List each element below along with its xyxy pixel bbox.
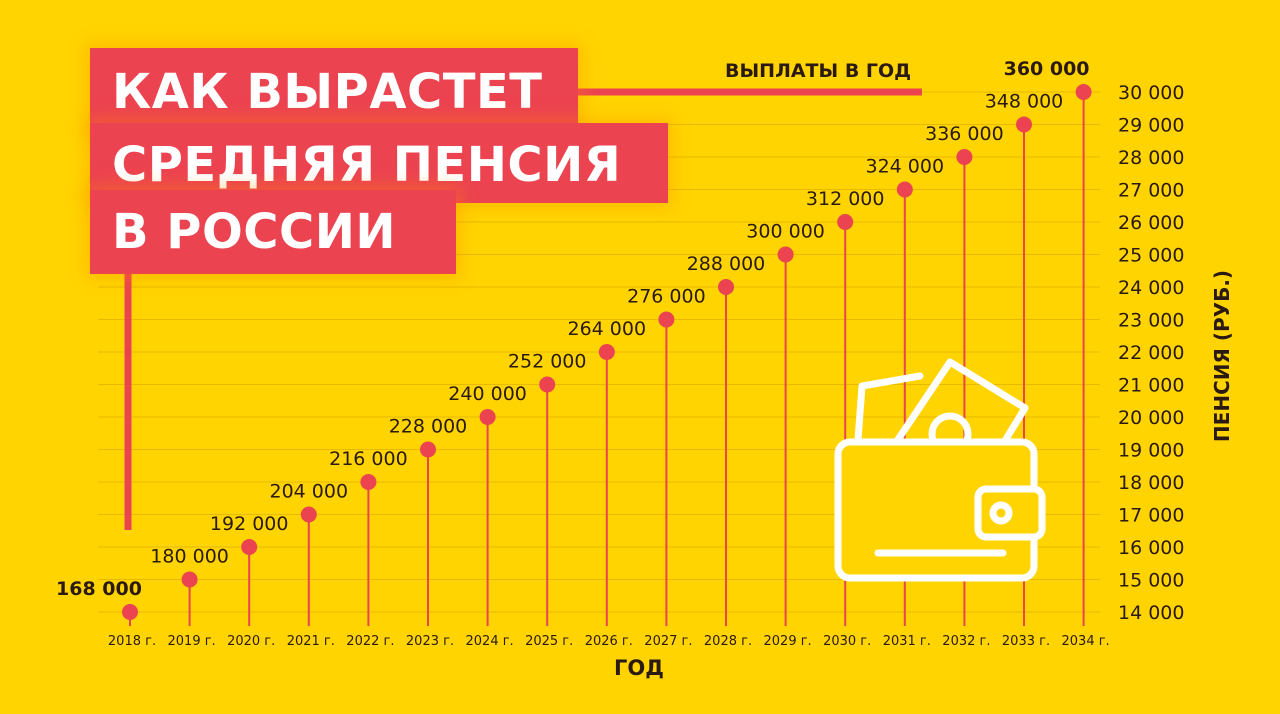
x-tick-label: 2019 г.: [168, 634, 216, 649]
annual-payment-label: 252 000: [508, 351, 587, 373]
annual-payment-label: 204 000: [270, 481, 349, 503]
x-tick-label: 2022 г.: [346, 634, 394, 649]
data-point: [122, 604, 138, 620]
data-point: [181, 571, 198, 588]
x-tick-label: 2026 г.: [585, 634, 633, 649]
annual-payment-label: 312 000: [806, 188, 885, 210]
wallet-bill-front: [891, 358, 1029, 448]
x-axis-label: ГОД: [614, 656, 664, 680]
data-point: [658, 311, 675, 328]
annual-payment-label: 360 000: [1004, 58, 1090, 80]
annual-payment-label: 276 000: [627, 286, 706, 308]
data-point: [360, 474, 377, 490]
title-text-3: В РОССИИ: [112, 204, 397, 260]
y-tick-labels: 14 000 15 000 16 000 17 000 18 000 19 000 20 0…: [1118, 82, 1184, 624]
x-tick-label: 2031 г.: [883, 634, 931, 649]
data-point: [956, 149, 973, 165]
wallet-icon: [834, 358, 1046, 582]
y-tick-label: 21 000: [1118, 375, 1184, 397]
data-point: [598, 344, 615, 360]
annual-payment-label: 264 000: [568, 318, 647, 340]
stems: [129, 92, 1085, 626]
data-point: [896, 181, 913, 198]
y-tick-label: 27 000: [1118, 180, 1184, 202]
annual-payment-label: 288 000: [687, 253, 766, 275]
title-line-3: В РОССИИ: [90, 190, 456, 274]
x-tick-label: 2023 г.: [406, 634, 454, 649]
annual-payment-label: 216 000: [329, 448, 408, 470]
annual-payment-label: 168 000: [56, 578, 142, 600]
x-tick-label: 2033 г.: [1002, 634, 1050, 649]
data-point: [420, 441, 436, 458]
y-tick-label: 23 000: [1118, 310, 1184, 332]
y-tick-label: 17 000: [1118, 505, 1184, 527]
y-tick-label: 26 000: [1118, 212, 1184, 234]
x-tick-label: 2024 г.: [466, 634, 514, 649]
annual-payment-label: 228 000: [389, 416, 468, 438]
title-text-2: СРЕДНЯЯ ПЕНСИЯ: [112, 137, 622, 193]
data-point: [300, 506, 317, 523]
x-tick-label: 2020 г.: [227, 634, 275, 649]
data-point: [1075, 84, 1092, 100]
y-axis-label: ПЕНСИЯ (РУБ.): [1210, 269, 1234, 443]
x-tick-label: 2021 г.: [287, 634, 335, 649]
x-tick-label: 2028 г.: [704, 634, 752, 649]
annual-payment-label: 336 000: [925, 123, 1004, 145]
data-points: 168 000 180 000 192 000 204 000 216 000 228 0…: [56, 58, 1092, 620]
y-tick-label: 30 000: [1118, 82, 1184, 104]
x-tick-label: 2027 г.: [644, 634, 692, 649]
data-point: [539, 376, 556, 393]
annual-payment-label: 324 000: [866, 156, 945, 178]
y-tick-label: 16 000: [1118, 537, 1184, 559]
data-point: [479, 409, 496, 425]
wallet-clasp-button: [989, 501, 1013, 525]
y-tick-label: 14 000: [1118, 602, 1184, 624]
y-tick-label: 24 000: [1118, 277, 1184, 299]
y-tick-label: 18 000: [1118, 472, 1184, 494]
annual-payment-label: 240 000: [448, 383, 527, 405]
y-tick-label: 20 000: [1118, 407, 1184, 429]
x-tick-label: 2034 г.: [1062, 634, 1110, 649]
y-tick-label: 15 000: [1118, 570, 1184, 592]
annual-payment-label: ВЫПЛАТЫ В ГОД: [725, 60, 912, 82]
y-tick-label: 25 000: [1118, 245, 1184, 267]
y-tick-label: 28 000: [1118, 147, 1184, 169]
data-point: [1016, 116, 1032, 133]
title-line-2: СРЕДНЯЯ ПЕНСИЯ: [90, 123, 668, 203]
y-tick-label: 22 000: [1118, 342, 1184, 364]
annual-payment-label: 180 000: [150, 546, 229, 568]
x-tick-labels: 2018 г. 2019 г. 2020 г. 2021 г. 2022 г. 2023 …: [108, 634, 1110, 649]
x-tick-label: 2018 г.: [108, 634, 156, 649]
annual-payment-label: 300 000: [746, 221, 825, 243]
y-tick-label: 29 000: [1118, 115, 1184, 137]
data-point: [777, 246, 794, 263]
x-tick-label: 2025 г.: [525, 634, 573, 649]
title-line-1: КАК ВЫРАСТЕТ: [90, 48, 578, 136]
wallet-bill-back: [854, 372, 924, 444]
data-point: [837, 214, 854, 230]
annual-payment-label: 348 000: [985, 91, 1064, 113]
x-tick-label: 2030 г.: [823, 634, 871, 649]
data-point: [718, 279, 734, 295]
annual-payment-label: 192 000: [210, 513, 289, 535]
title-text-1: КАК ВЫРАСТЕТ: [112, 64, 543, 120]
x-tick-label: 2032 г.: [942, 634, 990, 649]
data-point: [241, 539, 258, 555]
y-tick-label: 19 000: [1118, 440, 1184, 462]
x-tick-label: 2029 г.: [764, 634, 812, 649]
